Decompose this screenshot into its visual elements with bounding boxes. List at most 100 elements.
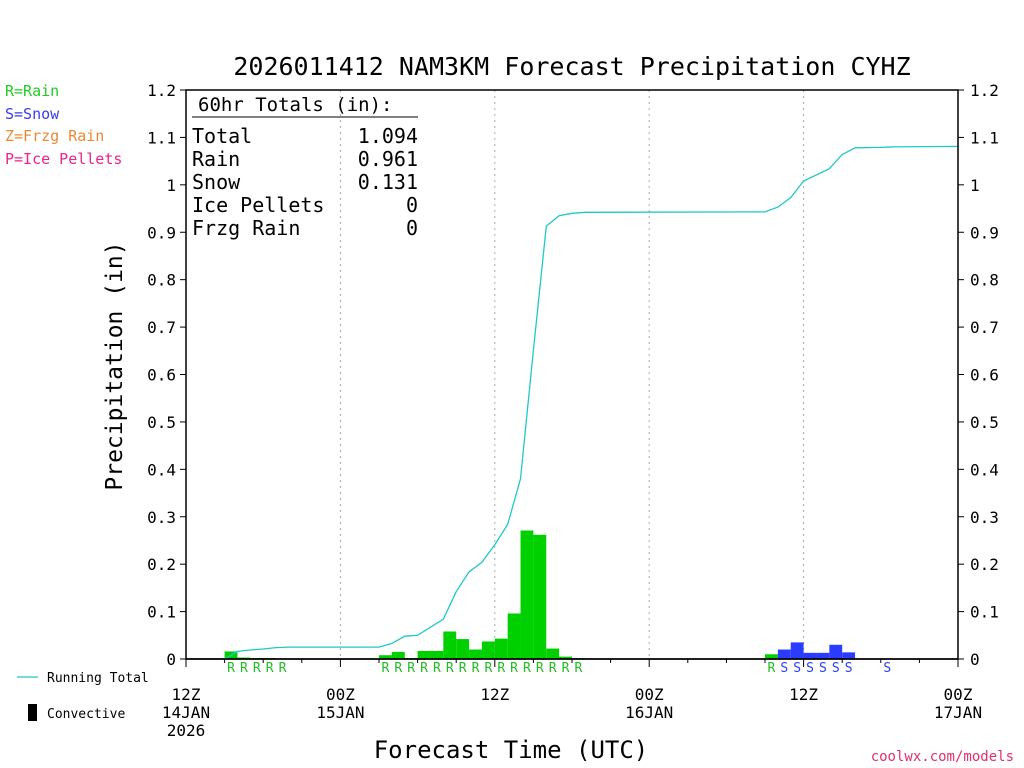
y-axis-label: Precipitation (in)	[102, 241, 128, 490]
precip-type-letter: R	[510, 661, 518, 676]
y-tick-label-right: 0.3	[970, 508, 999, 527]
precip-bar-rain	[559, 656, 572, 659]
x-tick-label: 00Z	[326, 685, 355, 704]
precip-type-letter: R	[227, 661, 235, 676]
precip-bar-snow	[829, 644, 843, 659]
y-tick-label-right: 0.9	[970, 223, 999, 242]
convective-legend-swatch	[28, 704, 37, 721]
x-tick-label: 12Z	[172, 685, 201, 704]
precip-bar-rain	[430, 650, 444, 659]
x-tick-label: 16JAN	[625, 703, 673, 722]
y-tick-label-right: 1	[970, 176, 980, 195]
precip-type-letter: R	[575, 661, 583, 676]
y-tick-label-left: 1.2	[147, 81, 176, 100]
y-tick-label-left: 0.6	[147, 366, 176, 385]
precip-type-letter: S	[806, 661, 814, 676]
totals-label-rain: Rain	[192, 147, 240, 171]
running-total-legend-label: Running Total	[47, 671, 149, 686]
precip-bar-rain	[391, 651, 405, 659]
axes: 0 00.1 0.10.2 0.20.3 0.30.4 0.40.5 0.50.6 0.60.…	[147, 81, 999, 740]
totals-box: 60hr Totals (in): Total 1.094 Rain 0.961…	[192, 94, 418, 240]
y-tick-label-left: 1.1	[147, 128, 176, 147]
totals-value-ice-pellets: 0	[406, 193, 418, 217]
precip-bar-rain	[546, 648, 560, 659]
precip-type-letter: S	[883, 661, 891, 676]
precip-type-letter: R	[484, 661, 492, 676]
legend-ice-pellets: P=Ice Pellets	[5, 150, 122, 168]
totals-value-frzg-rain: 0	[406, 216, 418, 240]
x-tick-label: 17JAN	[934, 703, 982, 722]
precip-type-letter: S	[780, 661, 788, 676]
totals-value-snow: 0.131	[358, 170, 418, 194]
precip-type-letter: S	[832, 661, 840, 676]
precip-type-letter: R	[382, 661, 390, 676]
precip-type-letter: S	[819, 661, 827, 676]
precip-bar-snow	[842, 652, 856, 659]
y-tick-label-left: 1	[166, 176, 176, 195]
y-tick-label-left: 0.9	[147, 223, 176, 242]
precip-type-letter: R	[459, 661, 467, 676]
precip-type-letter: R	[446, 661, 454, 676]
precip-type-letter: R	[523, 661, 531, 676]
precip-type-letter: R	[549, 661, 557, 676]
credit-text: coolwx.com/models	[871, 749, 1014, 765]
x-tick-label: 12Z	[480, 685, 509, 704]
x-tick-label: 14JAN	[162, 703, 210, 722]
precip-type-letter: R	[472, 661, 480, 676]
y-tick-label-left: 0.4	[147, 460, 176, 479]
y-tick-label-left: 0.8	[147, 271, 176, 290]
totals-label-ice-pellets: Ice Pellets	[192, 193, 324, 217]
precip-bar-rain	[417, 650, 431, 659]
precip-bar-rain	[520, 530, 534, 659]
precip-bar-snow	[803, 652, 817, 659]
running-total-line	[186, 145, 959, 660]
y-tick-label-right: 1.2	[970, 81, 999, 100]
precip-bar-rain	[469, 649, 482, 659]
totals-value-total: 1.094	[358, 124, 418, 148]
y-tick-label-right: 0.4	[970, 460, 999, 479]
totals-header: 60hr Totals (in):	[198, 94, 392, 116]
precip-bar-rain	[443, 631, 457, 659]
y-tick-label-right: 0.2	[970, 555, 999, 574]
precip-bar-rain	[456, 639, 470, 659]
x-tick-label: 12Z	[789, 685, 818, 704]
precip-bar-rain	[507, 613, 521, 659]
y-tick-label-right: 0.6	[970, 366, 999, 385]
x-tick-label: 15JAN	[316, 703, 364, 722]
precip-type-letter: R	[497, 661, 505, 676]
y-tick-label-left: 0.7	[147, 318, 176, 337]
precip-bar-rain	[533, 534, 547, 659]
precip-type-letter: R	[420, 661, 428, 676]
precip-type-letter: R	[562, 661, 570, 676]
precip-type-letter: R	[266, 661, 274, 676]
precip-type-letter: R	[394, 661, 402, 676]
y-tick-label-left: 0.2	[147, 555, 176, 574]
precip-type-letter: R	[536, 661, 544, 676]
x-tick-label: 00Z	[944, 685, 973, 704]
precip-type-letter: S	[793, 661, 801, 676]
y-tick-label-right: 0.1	[970, 603, 999, 622]
line-legend: Running Total Convective	[17, 671, 149, 722]
y-tick-label-left: 0.5	[147, 413, 176, 432]
type-legend: R=Rain S=Snow Z=Frzg Rain P=Ice Pellets	[5, 82, 122, 168]
precip-type-letter: R	[253, 661, 261, 676]
plot-frame	[185, 89, 959, 660]
y-tick-label-right: 0.7	[970, 318, 999, 337]
legend-rain: R=Rain	[5, 82, 59, 100]
precip-bar-snow	[777, 649, 791, 659]
legend-frzg-rain: Z=Frzg Rain	[5, 127, 104, 145]
convective-legend-label: Convective	[47, 707, 125, 722]
legend-snow: S=Snow	[5, 105, 60, 123]
precip-bar-snow	[790, 642, 804, 659]
y-tick-label-right: 1.1	[970, 128, 999, 147]
x-tick-label: 00Z	[635, 685, 664, 704]
y-tick-label-right: 0	[970, 650, 980, 669]
totals-value-rain: 0.961	[358, 147, 418, 171]
totals-label-total: Total	[192, 124, 252, 148]
precip-type-letter: R	[768, 661, 776, 676]
precip-type-letter: R	[433, 661, 441, 676]
precip-bars	[224, 530, 894, 660]
chart-title: 2026011412 NAM3KM Forecast Precipitation…	[233, 52, 910, 81]
